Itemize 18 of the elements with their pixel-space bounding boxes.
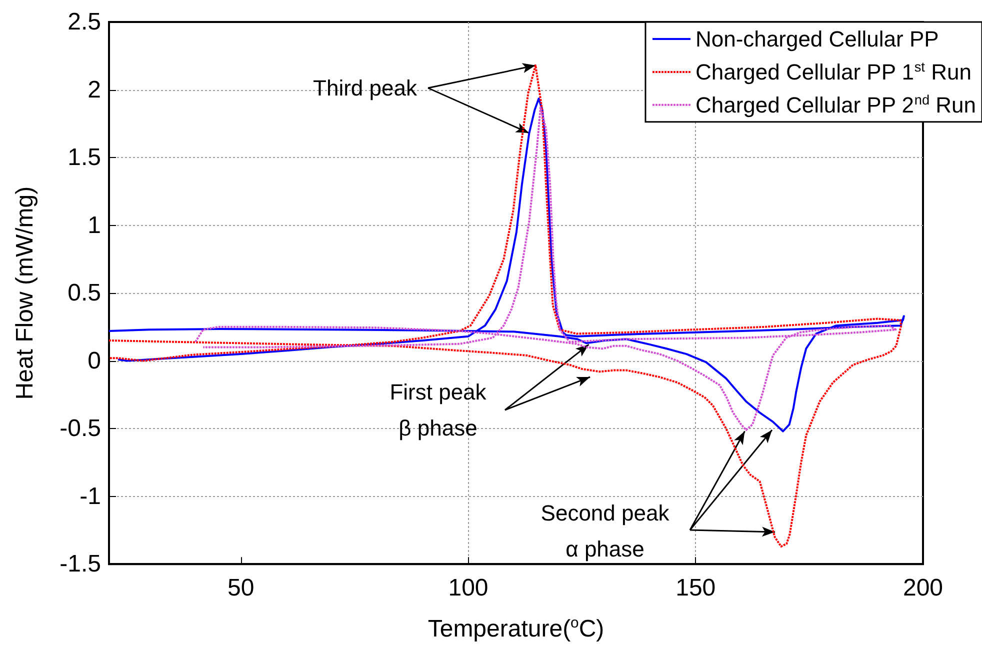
legend-label: Non-charged Cellular PP xyxy=(695,26,939,52)
y-tick-label: -1 xyxy=(80,482,101,510)
y-tick-label: 0 xyxy=(88,347,101,374)
annotation: First peak β phase xyxy=(390,380,488,440)
annotation: Second peak α phase xyxy=(540,500,670,562)
y-tick-label: -0.5 xyxy=(60,415,101,442)
x-tick-label: 150 xyxy=(676,574,716,602)
annotation: Third peak xyxy=(313,76,418,100)
y-tick-label: 2.5 xyxy=(68,8,101,36)
y-tick-label: 2 xyxy=(88,76,101,104)
y-axis-title: Heat Flow (mW/mg) xyxy=(12,186,38,400)
x-tick-label: 100 xyxy=(448,574,488,602)
x-tick-label: 50 xyxy=(228,574,254,602)
x-tick-label: 200 xyxy=(902,574,944,602)
y-tick-label: 1.5 xyxy=(68,144,101,172)
y-tick-label: 0.5 xyxy=(68,280,101,307)
y-tick-label: 1 xyxy=(88,212,101,239)
y-tick-label: -1.5 xyxy=(60,550,101,578)
